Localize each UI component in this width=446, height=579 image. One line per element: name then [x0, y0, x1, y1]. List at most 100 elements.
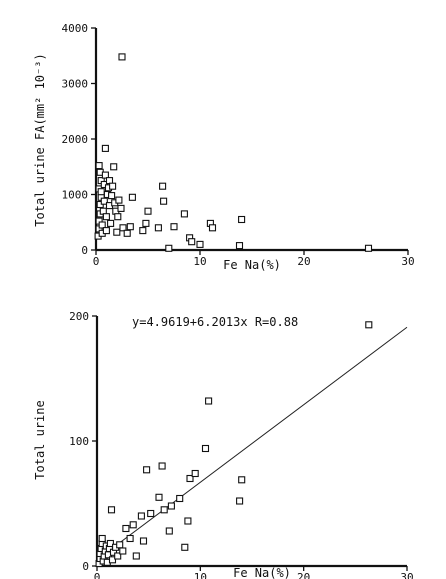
regression-equation: y=4.9619+6.2013x R=0.88: [132, 315, 298, 329]
data-point: [108, 192, 116, 200]
bottom-x-tick-label: 30: [400, 571, 413, 579]
data-point: [110, 163, 118, 171]
data-point: [126, 223, 134, 231]
data-point: [205, 397, 213, 405]
top-x-tick-label: 0: [93, 255, 100, 268]
top-points: [94, 53, 373, 252]
data-point: [186, 474, 194, 483]
data-point: [122, 524, 130, 533]
bottom-y-axis-title: Total urine: [33, 400, 47, 479]
regression-line: [96, 326, 408, 561]
data-point: [119, 547, 127, 555]
top-y-tick-label: 2000: [62, 133, 89, 146]
data-point: [238, 215, 246, 224]
top-x-tick-label: 20: [297, 255, 310, 268]
data-point: [137, 512, 145, 520]
data-point: [158, 462, 166, 470]
top-tick-marks: [91, 27, 409, 255]
bottom-tick-marks: [92, 315, 408, 571]
data-point: [165, 244, 173, 252]
data-point: [160, 197, 168, 205]
data-point: [235, 242, 244, 250]
data-point: [167, 502, 175, 510]
data-point: [107, 506, 116, 514]
data-point: [188, 238, 196, 246]
data-point: [115, 196, 123, 204]
bottom-points: [95, 321, 373, 568]
data-point: [191, 469, 199, 478]
data-point: [201, 444, 210, 453]
data-point: [238, 476, 246, 484]
top-y-tick-label: 3000: [62, 78, 89, 91]
bottom-y-tick-label: 0: [82, 560, 89, 573]
data-point: [98, 534, 106, 543]
bottom-y-tick-label: 100: [69, 435, 89, 448]
top-x-tick-label: 10: [193, 255, 206, 268]
data-point: [159, 182, 167, 190]
data-point: [196, 240, 204, 248]
data-point: [116, 541, 124, 549]
data-point: [123, 229, 131, 237]
bottom-x-axis-title: Fe Na(%): [233, 566, 291, 579]
data-point: [165, 527, 173, 535]
data-point: [118, 53, 126, 61]
data-point: [114, 552, 122, 560]
data-point: [180, 210, 188, 218]
data-point: [101, 144, 109, 152]
bottom-y-tick-labels: 0 100 200: [69, 310, 89, 573]
data-point: [160, 506, 168, 514]
data-point: [119, 224, 127, 232]
data-point: [113, 228, 121, 236]
data-point: [181, 543, 189, 551]
bottom-axes: [95, 316, 407, 568]
data-point: [142, 219, 150, 227]
data-point: [100, 197, 108, 205]
data-point: [154, 224, 162, 232]
bottom-x-tick-labels: 0 10 20 30: [94, 571, 414, 579]
data-point: [102, 213, 110, 221]
top-x-tick-labels: 0 10 20 30: [93, 255, 415, 268]
data-point: [236, 497, 244, 505]
top-y-tick-label: 4000: [62, 22, 89, 35]
top-axes: [94, 28, 408, 252]
data-point: [109, 182, 117, 190]
data-point: [155, 493, 163, 501]
data-point: [132, 552, 140, 560]
data-point: [129, 521, 137, 529]
data-point: [139, 227, 147, 235]
data-point: [139, 537, 148, 545]
data-point: [144, 207, 152, 215]
data-point: [117, 204, 125, 212]
data-point: [184, 517, 192, 525]
bottom-x-tick-label: 20: [297, 571, 310, 579]
data-point: [107, 219, 115, 227]
data-point: [143, 466, 151, 474]
top-y-tick-label: 0: [81, 244, 88, 257]
data-point: [147, 509, 155, 518]
data-point: [208, 224, 217, 232]
data-point: [170, 223, 178, 231]
bottom-x-tick-label: 0: [94, 571, 101, 579]
bottom-y-tick-label: 200: [69, 310, 89, 323]
top-y-tick-label: 1000: [62, 189, 89, 202]
data-point: [128, 193, 136, 201]
bottom-x-tick-label: 10: [194, 571, 207, 579]
data-point: [114, 213, 122, 221]
top-scatter-chart: 0 1000 2000 3000 4000 0 10 20 30 Fe Na(%) Total…: [33, 22, 415, 272]
data-point: [98, 221, 106, 229]
data-point: [176, 494, 184, 503]
data-point: [108, 556, 117, 564]
data-point: [126, 534, 134, 543]
top-y-axis-title: Total urine FA(mm² 10⁻³): [33, 53, 47, 226]
top-y-tick-labels: 0 1000 2000 3000 4000: [62, 22, 89, 257]
data-point: [101, 171, 109, 179]
data-point: [95, 162, 103, 170]
data-point: [364, 244, 373, 252]
top-x-axis-title: Fe Na(%): [223, 258, 281, 272]
top-x-tick-label: 30: [401, 255, 414, 268]
data-point: [97, 188, 105, 196]
data-point: [106, 539, 114, 548]
data-point: [365, 321, 373, 329]
